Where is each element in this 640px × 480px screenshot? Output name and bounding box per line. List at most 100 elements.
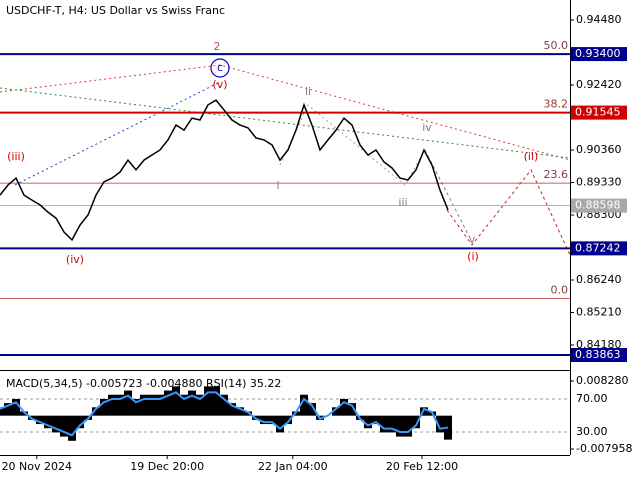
macd-bar — [100, 398, 108, 416]
y-tick-label: 0.84180 — [576, 338, 622, 351]
macd-bar — [380, 415, 388, 433]
price-box — [571, 198, 627, 213]
macd-bar — [212, 386, 220, 416]
price-box-label: 0.83863 — [575, 348, 621, 361]
macd-bar — [188, 390, 196, 416]
y-tick-label: -0.007958 — [576, 442, 632, 455]
y-tick-label: 0.89330 — [576, 175, 622, 188]
wave-label: (ii) — [524, 150, 539, 163]
macd-bar — [348, 403, 356, 416]
fib-label: 38.2 — [544, 98, 569, 111]
macd-bar — [412, 415, 420, 429]
wave-label: 2 — [214, 40, 221, 53]
y-tick-label: 0.008280 — [576, 374, 629, 387]
macd-bar — [36, 415, 44, 425]
fib-label: 50.0 — [544, 39, 569, 52]
wave-label: iv — [422, 121, 432, 134]
macd-bar — [92, 407, 100, 416]
price-box — [571, 105, 627, 120]
chart-title: USDCHF-T, H4: US Dollar vs Swiss Franc — [6, 4, 225, 17]
price-line — [0, 99, 449, 242]
y2-tick-label: 70.00 — [576, 392, 608, 405]
macd-bar — [284, 415, 292, 425]
fib-label: 23.6 — [544, 168, 569, 181]
wave-label: c — [217, 61, 223, 74]
price-box — [571, 241, 627, 256]
x-tick-label: 19 Dec 20:00 — [130, 460, 204, 473]
macd-bar — [300, 394, 308, 416]
macd-bar — [4, 403, 12, 416]
wave-label: iii — [398, 196, 407, 209]
y-tick-label: 0.85210 — [576, 305, 622, 318]
projection-line — [446, 169, 571, 256]
macd-bar — [20, 411, 28, 416]
main-window — [0, 58, 571, 256]
trend-line — [0, 64, 571, 161]
price-box-label: 0.87242 — [575, 241, 621, 254]
x-tick-label: 22 Jan 04:00 — [258, 460, 328, 473]
y-tick-label: 0.86240 — [576, 273, 622, 286]
trend-line — [0, 87, 571, 159]
macd-bar — [148, 394, 156, 416]
y-tick-label: 0.92420 — [576, 78, 622, 91]
wave-label: (iii) — [7, 150, 25, 163]
projection-line — [424, 149, 471, 239]
macd-bar — [396, 415, 404, 437]
macd-bar — [124, 390, 132, 416]
macd-bar — [0, 407, 4, 416]
macd-bar — [180, 394, 188, 416]
macd-bar — [340, 398, 348, 416]
macd-bar — [116, 394, 124, 416]
macd-bar — [276, 415, 284, 433]
macd-bar — [108, 394, 116, 416]
wave-label: (i) — [467, 250, 479, 263]
macd-bar — [436, 415, 444, 433]
indicator-title: MACD(5,34,5) -0.005723 -0.004880 RSI(14)… — [6, 377, 281, 390]
y-tick-label: 0.90360 — [576, 143, 622, 156]
price-box-label: 0.91545 — [575, 106, 621, 119]
macd-bar — [12, 398, 20, 416]
macd-bar — [372, 415, 380, 425]
macd-bar — [404, 415, 412, 437]
wave-label: (iv) — [66, 253, 84, 266]
macd-bar — [220, 394, 228, 416]
wave-label: (v) — [212, 78, 227, 91]
macd-bar — [420, 407, 428, 416]
macd-bar — [332, 407, 340, 416]
price-box-label: 0.93400 — [575, 47, 621, 60]
wave-circle — [210, 58, 230, 78]
x-tick-label: 20 Nov 2024 — [2, 460, 72, 473]
macd-bar — [68, 415, 76, 441]
wave-label: i — [276, 179, 279, 192]
y2-tick-label: 30.00 — [576, 425, 608, 438]
macd-bar — [364, 415, 372, 429]
macd-bar — [156, 394, 164, 416]
macd-bar — [44, 415, 52, 429]
macd-bar — [244, 411, 252, 416]
rsi-line — [0, 391, 449, 437]
price-box-label: 0.88598 — [575, 199, 621, 212]
macd-bar — [204, 386, 212, 416]
macd-bar — [308, 403, 316, 416]
macd-bar — [76, 415, 84, 429]
macd-bar — [260, 415, 268, 425]
macd-bar — [172, 386, 180, 416]
macd-bar — [268, 415, 276, 425]
macd-bar — [140, 394, 148, 416]
trend-line — [14, 81, 221, 186]
macd-bar — [444, 415, 452, 440]
y-tick-label: 0.94480 — [576, 13, 622, 26]
macd-bar — [228, 403, 236, 416]
macd-bar — [60, 415, 68, 437]
macd-bar — [388, 415, 396, 433]
macd-bar — [196, 394, 204, 416]
x-tick-label: 20 Feb 12:00 — [386, 460, 458, 473]
macd-bar — [52, 415, 60, 433]
macd-bar — [164, 390, 172, 416]
macd-bar — [132, 398, 140, 416]
price-box — [571, 347, 627, 362]
macd-bar — [236, 407, 244, 416]
wave-label: ii — [305, 85, 311, 98]
fib-label: 0.0 — [551, 284, 569, 297]
